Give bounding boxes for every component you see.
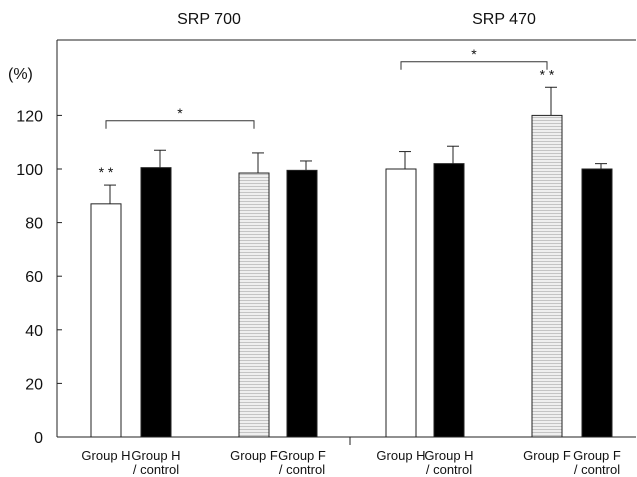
bar: [238, 172, 270, 438]
bracket-label: *: [177, 105, 183, 121]
x-tick-label: Group H: [424, 448, 473, 463]
y-tick-label: 100: [16, 162, 43, 179]
y-tick-label: 20: [25, 376, 43, 393]
bar: [140, 167, 172, 438]
panel-title: SRP 470: [472, 11, 536, 28]
significance-marker: * *: [99, 164, 114, 180]
significance-bracket: [105, 120, 255, 129]
x-tick-label: Group H: [81, 448, 130, 463]
x-tick-label: Group F: [230, 448, 278, 463]
significance-bracket: [400, 61, 548, 70]
y-axis-label: (%): [8, 66, 33, 83]
x-tick-label: Group F: [523, 448, 571, 463]
y-tick-label: 0: [34, 430, 43, 447]
y-tick-label: 120: [16, 108, 43, 125]
x-tick-label: Group F: [278, 448, 326, 463]
panel-title: SRP 700: [177, 11, 241, 28]
y-tick-label: 40: [25, 323, 43, 340]
significance-marker: * *: [540, 66, 555, 82]
bar: [90, 203, 122, 438]
x-tick-label: / control: [574, 462, 620, 477]
x-tick-label: Group H: [131, 448, 180, 463]
x-tick-label: / control: [426, 462, 472, 477]
x-tick-label: Group H: [376, 448, 425, 463]
y-tick-label: 80: [25, 216, 43, 233]
bracket-label: *: [471, 46, 477, 62]
bar: [286, 169, 318, 438]
bar: [581, 168, 613, 438]
y-tick-label: 60: [25, 269, 43, 286]
bar: [433, 163, 465, 438]
bar: [385, 168, 417, 438]
x-tick-label: Group F: [573, 448, 621, 463]
bar: [531, 114, 563, 438]
x-tick-label: / control: [279, 462, 325, 477]
x-tick-label: / control: [133, 462, 179, 477]
